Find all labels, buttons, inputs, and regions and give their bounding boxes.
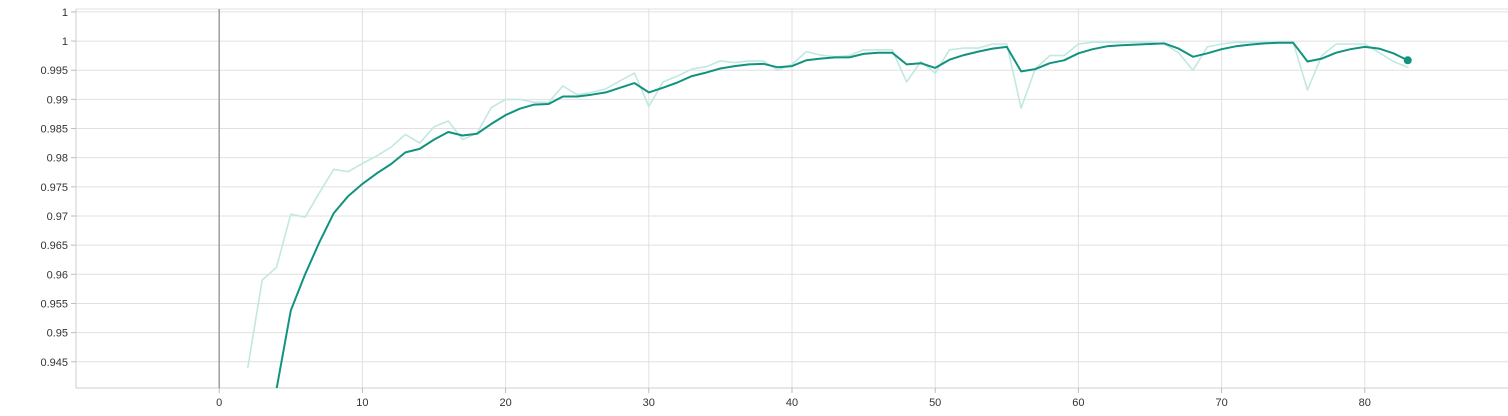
series-line-smoothed xyxy=(275,41,1409,388)
y-tick-label: 0.975 xyxy=(40,182,68,194)
x-tick-label: 0 xyxy=(216,397,222,409)
series-line-raw xyxy=(247,41,1409,369)
y-tick-label: 1 xyxy=(62,36,68,48)
y-tick-label: 0.955 xyxy=(40,298,68,310)
x-tick-label: 80 xyxy=(1359,397,1371,409)
y-tick-label: 0.965 xyxy=(40,240,68,252)
y-tick-label: 0.95 xyxy=(47,328,68,340)
x-tick-label: 50 xyxy=(929,397,941,409)
y-tick-label: 0.96 xyxy=(47,269,68,281)
x-tick-label: 30 xyxy=(643,397,655,409)
x-tick-label: 70 xyxy=(1215,397,1227,409)
y-tick-label: 0.99 xyxy=(47,94,68,106)
y-tick-label: 1 xyxy=(62,7,68,19)
x-tick-label: 20 xyxy=(499,397,511,409)
y-tick-label: 0.945 xyxy=(40,357,68,369)
x-axis-ticks: 0 10 20 30 40 50 60 70 80 xyxy=(216,388,1371,409)
y-tick-label: 0.98 xyxy=(47,153,68,165)
y-tick-label: 0.985 xyxy=(40,124,68,136)
series-endpoint-marker[interactable] xyxy=(1403,56,1412,65)
plot-area xyxy=(247,41,1412,388)
x-tick-label: 10 xyxy=(356,397,368,409)
y-tick-label: 0.97 xyxy=(47,211,68,223)
y-axis-ticks: 0.945 0.95 0.955 0.96 0.965 0.97 0.975 0.98 0.98… xyxy=(40,7,76,369)
grid xyxy=(76,8,1508,388)
y-tick-label: 0.995 xyxy=(40,65,68,77)
x-tick-label: 60 xyxy=(1072,397,1084,409)
x-tick-label: 40 xyxy=(786,397,798,409)
